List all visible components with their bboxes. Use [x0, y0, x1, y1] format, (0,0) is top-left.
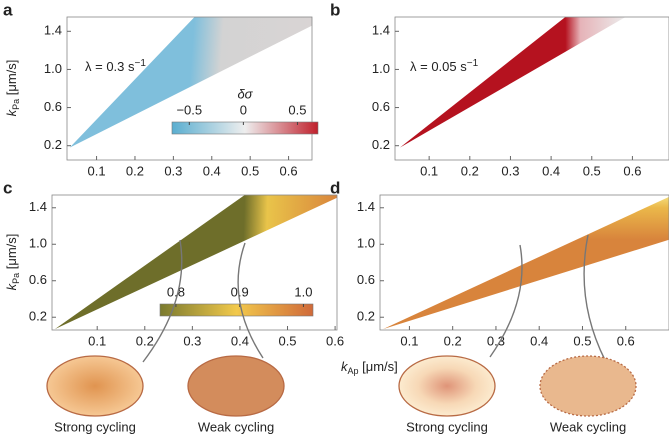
axis-label-subscript: Ap — [348, 366, 359, 376]
axis-label-subscript: Pa — [11, 273, 21, 284]
region — [54, 195, 337, 330]
cartoon-label: Weak cycling — [198, 419, 274, 434]
x-tick-label: 0.1 — [88, 333, 106, 348]
y-tick-label: 0.6 — [357, 272, 375, 287]
x-tick-label: 0.5 — [278, 333, 296, 348]
cell-cartoon — [187, 355, 285, 417]
panel-letter: b — [330, 0, 340, 19]
y-tick-label: 0.2 — [29, 309, 47, 324]
x-tick-label: 0.2 — [444, 333, 462, 348]
x-tick-label: 0.4 — [231, 333, 249, 348]
x-tick-label: 0.1 — [88, 163, 106, 178]
axis-label-symbol: k — [341, 359, 349, 374]
x-tick-label: 0.6 — [617, 333, 635, 348]
y-tick-label: 1.4 — [29, 199, 47, 214]
colorbar-tick-label: 1.0 — [294, 284, 312, 299]
x-tick-label: 0.3 — [164, 163, 182, 178]
annotation-superscript: −1 — [467, 58, 479, 69]
y-tick-label: 1.4 — [372, 23, 390, 38]
axis-label-subscript: Pa — [11, 99, 21, 110]
y-tick-label: 1.0 — [29, 236, 47, 251]
cell-cartoon — [539, 355, 637, 417]
y-tick-label: 0.2 — [44, 137, 62, 152]
axis-label-symbol: k — [4, 282, 19, 290]
axis-label-unit: [μm/s] — [4, 234, 19, 273]
y-tick-label: 1.0 — [44, 61, 62, 76]
x-tick-label: 0.4 — [530, 333, 548, 348]
cartoon-label: Strong cycling — [406, 419, 488, 434]
y-tick-label: 1.4 — [44, 23, 62, 38]
cartoon-label: Weak cycling — [550, 419, 626, 434]
colorbar-tick-label: 0.8 — [167, 284, 185, 299]
x-tick-label: 0.2 — [136, 333, 154, 348]
axis-label: kPa [μm/s] — [4, 60, 21, 117]
y-tick-label: 0.6 — [44, 99, 62, 114]
plot-frame — [51, 194, 338, 331]
x-tick-label: 0.6 — [623, 163, 641, 178]
x-tick-label: 0.3 — [501, 163, 519, 178]
panel-letter: d — [330, 178, 340, 197]
annotation-text: λ = 0.05 s — [410, 59, 467, 74]
plot-frame — [66, 16, 313, 161]
cell-cartoon — [46, 355, 144, 417]
connector — [583, 234, 606, 361]
x-tick-label: 0.4 — [542, 163, 560, 178]
x-tick-label: 0.6 — [326, 333, 344, 348]
x-tick-label: 0.3 — [487, 333, 505, 348]
y-tick-label: 0.2 — [357, 309, 375, 324]
axis-label-unit: [μm/s] — [359, 359, 398, 374]
x-tick-label: 0.1 — [420, 163, 438, 178]
y-tick-label: 0.6 — [372, 99, 390, 114]
axis-label-symbol: k — [4, 108, 19, 116]
x-tick-label: 0.3 — [183, 333, 201, 348]
connector — [142, 239, 183, 363]
connector — [489, 244, 523, 358]
x-tick-label: 0.5 — [573, 333, 591, 348]
axis-label-unit: [μm/s] — [4, 60, 19, 99]
panel-letter: a — [3, 0, 13, 19]
connector — [237, 242, 264, 359]
cartoon-label: Strong cycling — [54, 419, 136, 434]
plot-frame — [394, 16, 669, 161]
x-tick-label: 0.2 — [461, 163, 479, 178]
annotation: λ = 0.3 s−1 — [85, 58, 146, 75]
colorbar-label: δσ — [237, 86, 253, 101]
x-tick-label: 0.4 — [203, 163, 221, 178]
annotation: λ = 0.05 s−1 — [410, 58, 479, 75]
colorbar-tick-label: 0.9 — [231, 284, 249, 299]
y-tick-label: 0.6 — [29, 272, 47, 287]
colorbar-tick-label: −0.5 — [176, 102, 202, 117]
colorbar-tick-label: 0.5 — [288, 102, 306, 117]
panel-letter: c — [3, 178, 12, 197]
y-tick-label: 1.0 — [372, 61, 390, 76]
x-tick-label: 0.5 — [241, 163, 259, 178]
axis-label: kPa [μm/s] — [4, 234, 21, 291]
x-tick-label: 0.2 — [126, 163, 144, 178]
x-tick-label: 0.6 — [280, 163, 298, 178]
colorbar-tick-label: 0 — [240, 102, 247, 117]
colorbar — [171, 121, 319, 135]
region — [69, 17, 313, 148]
annotation-superscript: −1 — [135, 58, 147, 69]
y-tick-label: 1.4 — [357, 199, 375, 214]
x-tick-label: 0.1 — [400, 333, 418, 348]
y-tick-label: 1.0 — [357, 236, 375, 251]
plot-frame — [379, 194, 669, 331]
y-tick-label: 0.2 — [372, 137, 390, 152]
colorbar — [159, 303, 314, 317]
cell-cartoon — [398, 355, 496, 417]
axis-label: kAp [μm/s] — [341, 359, 398, 376]
region — [383, 196, 669, 330]
x-tick-label: 0.5 — [583, 163, 601, 178]
annotation-text: λ = 0.3 s — [85, 59, 135, 74]
region — [399, 17, 626, 148]
